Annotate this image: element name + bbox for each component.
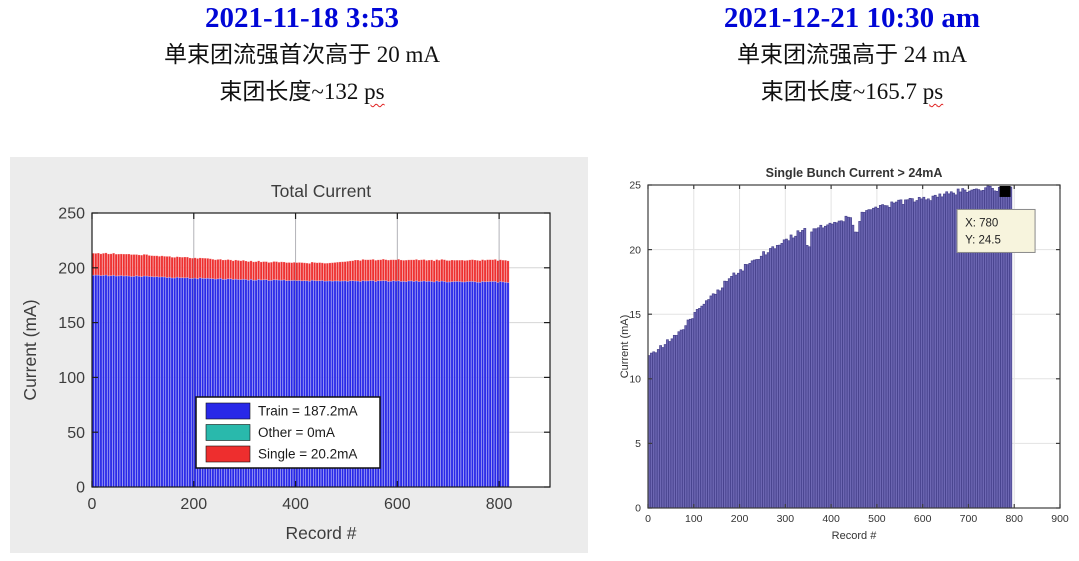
svg-text:0: 0 bbox=[76, 480, 85, 497]
event-description-right: 单束团流强高于 24 mA bbox=[737, 42, 967, 67]
svg-text:500: 500 bbox=[868, 513, 886, 525]
axes-frame bbox=[91, 212, 551, 488]
bunch-length-unit-left: ps bbox=[364, 79, 385, 104]
svg-text:200: 200 bbox=[58, 260, 85, 277]
header-left: 2021-11-18 3:53 单束团流强首次高于 20 mA 束团长度~132… bbox=[0, 0, 604, 110]
legend-label: Other = 0mA bbox=[258, 425, 335, 440]
svg-text:600: 600 bbox=[914, 513, 932, 525]
data-tip-marker[interactable] bbox=[999, 185, 1011, 197]
svg-text:50: 50 bbox=[67, 425, 85, 442]
svg-text:800: 800 bbox=[486, 496, 513, 513]
svg-text:10: 10 bbox=[629, 373, 641, 385]
svg-text:0: 0 bbox=[635, 503, 641, 515]
event-description-left: 单束团流强首次高于 20 mA bbox=[164, 42, 440, 67]
svg-text:15: 15 bbox=[629, 309, 641, 321]
svg-text:200: 200 bbox=[731, 513, 749, 525]
x-axis-label: Record # bbox=[832, 530, 878, 542]
tick-marks bbox=[91, 212, 550, 488]
x-axis-label: Record # bbox=[285, 523, 356, 543]
svg-text:600: 600 bbox=[384, 496, 411, 513]
legend-label: Train = 187.2mA bbox=[258, 404, 358, 419]
svg-text:100: 100 bbox=[58, 370, 85, 387]
svg-text:25: 25 bbox=[629, 180, 641, 192]
svg-text:400: 400 bbox=[822, 513, 840, 525]
bunch-length-text-right: 束团长度~165.7 bbox=[760, 79, 923, 104]
event-date-left: 2021-11-18 3:53 bbox=[204, 2, 400, 34]
legend[interactable]: Train = 187.2mA Other = 0mA Single = 20.2m… bbox=[195, 396, 381, 469]
tick-labels: 0 100 200 300 400 500 600 700 800 900 0 5 10 15 20 25 bbox=[629, 180, 1069, 525]
svg-text:150: 150 bbox=[58, 315, 85, 332]
data-tip[interactable]: X: 780 Y: 24.5 bbox=[956, 185, 1036, 253]
tick-marks bbox=[647, 184, 1061, 509]
chart-svg: 0 200 400 600 800 0 50 100 150 200 250 Total Curren… bbox=[10, 157, 588, 553]
data-tip-box bbox=[956, 208, 1036, 253]
legend-label: Single = 20.2mA bbox=[258, 447, 357, 462]
svg-text:700: 700 bbox=[960, 513, 978, 525]
svg-text:800: 800 bbox=[1005, 513, 1023, 525]
total-current-chart: 0 200 400 600 800 0 50 100 150 200 250 Total Curren… bbox=[10, 157, 588, 553]
bunch-length-left: 束团长度~132 ps bbox=[0, 73, 604, 110]
bunch-length-right: 束团长度~165.7 ps bbox=[628, 73, 1076, 110]
bars bbox=[647, 185, 1013, 509]
svg-text:5: 5 bbox=[635, 438, 641, 450]
chart-svg: 0 100 200 300 400 500 600 700 800 900 0 5 10 15 20 25 Si… bbox=[620, 162, 1075, 545]
gridlines bbox=[92, 213, 550, 487]
chart-title: Total Current bbox=[271, 181, 371, 201]
legend-swatch bbox=[205, 445, 251, 463]
bunch-length-unit-right: ps bbox=[922, 79, 944, 104]
tick-labels: 0 200 400 600 800 0 50 100 150 200 250 bbox=[58, 206, 512, 513]
svg-text:900: 900 bbox=[1051, 513, 1069, 525]
svg-text:400: 400 bbox=[282, 496, 309, 513]
bunch-length-text-left: 束团长度~132 bbox=[219, 79, 365, 104]
svg-text:250: 250 bbox=[58, 206, 85, 223]
y-axis-label: Current (mA) bbox=[20, 299, 40, 400]
svg-text:0: 0 bbox=[88, 496, 97, 513]
chart-title: Single Bunch Current > 24mA bbox=[766, 166, 943, 180]
header-right: 2021-12-21 10:30 am 单束团流强高于 24 mA 束团长度~1… bbox=[628, 0, 1076, 110]
data-tip-text: X: 780 bbox=[965, 217, 998, 229]
svg-text:100: 100 bbox=[685, 513, 703, 525]
legend-swatch bbox=[205, 402, 251, 420]
svg-text:0: 0 bbox=[645, 513, 651, 525]
bars bbox=[91, 252, 510, 488]
y-axis-label: Current (mA) bbox=[620, 315, 631, 379]
legend-swatch bbox=[205, 424, 251, 441]
event-date-right: 2021-12-21 10:30 am bbox=[723, 2, 981, 34]
svg-text:20: 20 bbox=[629, 244, 641, 256]
svg-text:300: 300 bbox=[777, 513, 795, 525]
axes-frame bbox=[647, 184, 1061, 509]
single-bunch-current-chart: 0 100 200 300 400 500 600 700 800 900 0 5 10 15 20 25 Si… bbox=[620, 162, 1075, 545]
data-tip-text: Y: 24.5 bbox=[965, 234, 1001, 246]
svg-text:200: 200 bbox=[180, 496, 207, 513]
